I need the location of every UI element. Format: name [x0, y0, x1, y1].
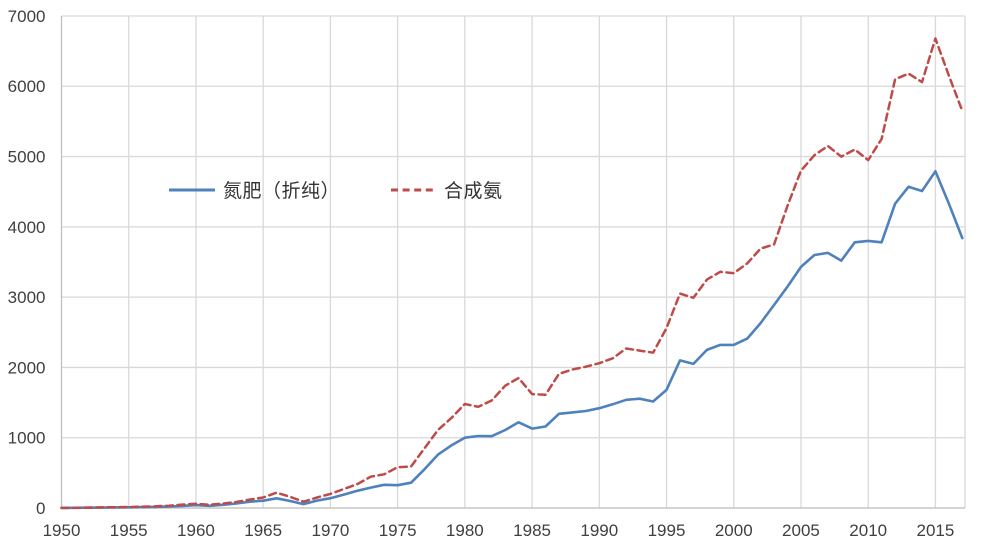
y-tick-label: 4000	[8, 218, 46, 237]
legend-item-nitrogen-fertilizer: 氮肥（折纯）	[168, 176, 340, 203]
y-tick-label: 2000	[8, 358, 46, 377]
legend-item-synthetic-ammonia: 合成氨	[390, 176, 503, 203]
series-line-synthetic-ammonia	[60, 37, 964, 510]
legend-label-nitrogen-fertilizer: 氮肥（折纯）	[223, 181, 341, 202]
x-tick-label: 1965	[244, 521, 282, 540]
legend-dashed-line-icon	[391, 188, 437, 191]
y-tick-label: 0	[36, 499, 45, 518]
x-tick-label: 2010	[849, 521, 887, 540]
y-tick-label: 3000	[8, 288, 46, 307]
y-tick-label: 1000	[8, 429, 46, 448]
x-tick-label: 1970	[311, 521, 349, 540]
x-tick-label: 1995	[648, 521, 686, 540]
x-tick-label: 2000	[715, 521, 753, 540]
x-tick-label: 2015	[917, 521, 955, 540]
legend-solid-line-icon	[169, 188, 215, 191]
series-line-nitrogen-fertilizer	[60, 170, 964, 510]
y-tick-label: 6000	[8, 77, 46, 96]
x-tick-label: 1975	[379, 521, 417, 540]
y-tick-label: 5000	[8, 148, 46, 167]
x-tick-label: 1950	[43, 521, 81, 540]
legend: 氮肥（折纯） 合成氨	[168, 176, 503, 203]
y-tick-label: 7000	[8, 7, 46, 26]
x-tick-label: 1985	[513, 521, 551, 540]
x-tick-label: 1955	[110, 521, 148, 540]
x-tick-label: 1980	[446, 521, 484, 540]
legend-label-synthetic-ammonia: 合成氨	[444, 181, 503, 202]
x-tick-label: 2005	[782, 521, 820, 540]
x-tick-label: 1990	[580, 521, 618, 540]
x-tick-label: 1960	[177, 521, 215, 540]
